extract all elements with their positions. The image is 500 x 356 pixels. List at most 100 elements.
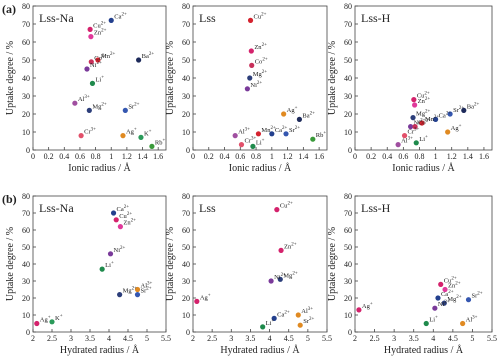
- x-tick-label: 0: [353, 152, 357, 161]
- point: [84, 66, 90, 72]
- x-tick-label: 4.5: [448, 334, 458, 343]
- y-tick-label: 10: [182, 128, 190, 137]
- ion-name: Ca: [439, 112, 446, 119]
- y-tick-label: 0: [186, 328, 190, 337]
- point: [108, 17, 114, 23]
- ion-charge: 2+: [448, 290, 454, 295]
- ion-charge: 3+: [308, 307, 314, 312]
- y-tick-label: 70: [182, 209, 190, 218]
- point: [295, 312, 301, 318]
- point: [408, 124, 414, 130]
- x-tick-label: 1.4: [463, 152, 473, 161]
- ion-charge: 2+: [96, 61, 102, 66]
- point-label: Mg2+: [92, 102, 107, 110]
- ion-charge: 3+: [245, 128, 251, 133]
- ion-name: Mg: [253, 71, 263, 78]
- ion-name: Ag: [200, 294, 209, 301]
- x-tick-label: 1.6: [479, 152, 489, 161]
- point: [412, 124, 418, 130]
- point-label: Li+: [419, 135, 428, 143]
- y-axis-title: Uptake degree / %: [327, 41, 338, 115]
- ion-name: Mg: [416, 111, 426, 118]
- x-tick-label: 4.5: [123, 334, 133, 343]
- point-label: Li+: [429, 316, 438, 324]
- point: [87, 26, 93, 32]
- ion-charge: +: [208, 293, 211, 298]
- point-label: Ba2+: [467, 102, 480, 110]
- point: [89, 80, 96, 86]
- point: [461, 107, 467, 113]
- ion-name: Sr: [141, 288, 148, 295]
- point: [248, 48, 254, 54]
- ion-charge: +: [435, 316, 438, 321]
- y-tick-label: 30: [182, 277, 190, 286]
- y-tick-label: 50: [22, 243, 30, 252]
- ion-name: Mg: [447, 296, 457, 303]
- point-label: Ag+: [40, 316, 51, 324]
- x-tick-label: 3: [69, 334, 73, 343]
- point-label: Ca2+: [277, 310, 290, 318]
- ion-name: Ba: [302, 112, 309, 119]
- x-tick-label: 2: [31, 334, 35, 343]
- y-axis-title: Uptake degree / %: [327, 227, 338, 301]
- ion-charge: 2+: [281, 273, 287, 278]
- point: [247, 17, 254, 23]
- ion-name: Ni: [250, 82, 257, 89]
- point-label: Mg2+: [253, 70, 268, 78]
- point-label: Al3+: [238, 128, 250, 136]
- y-tick-label: 20: [22, 294, 30, 303]
- y-tick-label: 70: [344, 20, 352, 29]
- point: [107, 251, 114, 257]
- x-tick-label: 4: [107, 334, 111, 343]
- point: [296, 116, 303, 122]
- panel-label: (a): [2, 2, 16, 16]
- ion-charge: 2+: [134, 102, 140, 107]
- panel-title: Lss-Na: [39, 11, 74, 25]
- point-label: Cu2+: [444, 276, 457, 284]
- point-label: Ni2+: [438, 300, 450, 308]
- ion-name: Cu: [444, 277, 452, 284]
- point-label: Li+: [105, 261, 114, 269]
- point-label: Li+: [256, 138, 265, 146]
- point: [411, 97, 417, 103]
- ion-charge: 2+: [131, 219, 137, 224]
- y-tick-label: 20: [182, 294, 190, 303]
- ion-charge: 2+: [477, 292, 483, 297]
- ion-name: Al: [401, 138, 408, 145]
- x-tick-label: 0.6: [398, 152, 408, 161]
- y-axis-title: Uptake degree / %: [165, 227, 176, 301]
- y-tick-label: 20: [344, 294, 352, 303]
- point: [401, 133, 408, 139]
- x-tick-label: 3.5: [85, 334, 95, 343]
- ion-charge: 2+: [291, 242, 297, 247]
- x-tick-label: 1: [109, 152, 113, 161]
- point-label: Mg2+: [283, 271, 298, 279]
- ion-name: Ca: [275, 127, 282, 134]
- x-tick-label: 1.2: [122, 152, 132, 161]
- point: [356, 307, 362, 313]
- ion-name: Sr: [472, 293, 479, 300]
- point: [122, 107, 128, 113]
- point: [238, 142, 245, 148]
- ion-name: Ni: [90, 62, 97, 69]
- y-tick-label: 60: [182, 226, 190, 235]
- x-tick-label: 3: [392, 334, 396, 343]
- ion-name: Mn: [101, 53, 111, 60]
- point: [120, 133, 126, 139]
- ion-charge: +: [149, 129, 152, 134]
- point-label: Sr2+: [128, 102, 139, 110]
- panel-title: Lss-H: [361, 201, 391, 215]
- plot-frame: [192, 5, 328, 151]
- point-label: Zn2+: [448, 282, 461, 290]
- x-tick-label: 4: [268, 334, 272, 343]
- ion-charge: 2+: [102, 54, 108, 59]
- y-axis-title: Uptake degree / %: [5, 41, 16, 115]
- y-tick-label: 50: [182, 243, 190, 252]
- panel: (a) Lss-Na 0 0.2 0.4 0.6 0.8 1 1.2 1.4 1.6 0 10 20 30 4…: [2, 2, 167, 174]
- point-label: Ag+: [126, 128, 137, 136]
- x-tick-label: 1.2: [283, 152, 293, 161]
- point: [432, 305, 438, 311]
- ion-charge: +: [459, 124, 462, 129]
- x-axis-title: Ionic radius / Å: [68, 162, 131, 174]
- point-label: Li+: [266, 319, 275, 327]
